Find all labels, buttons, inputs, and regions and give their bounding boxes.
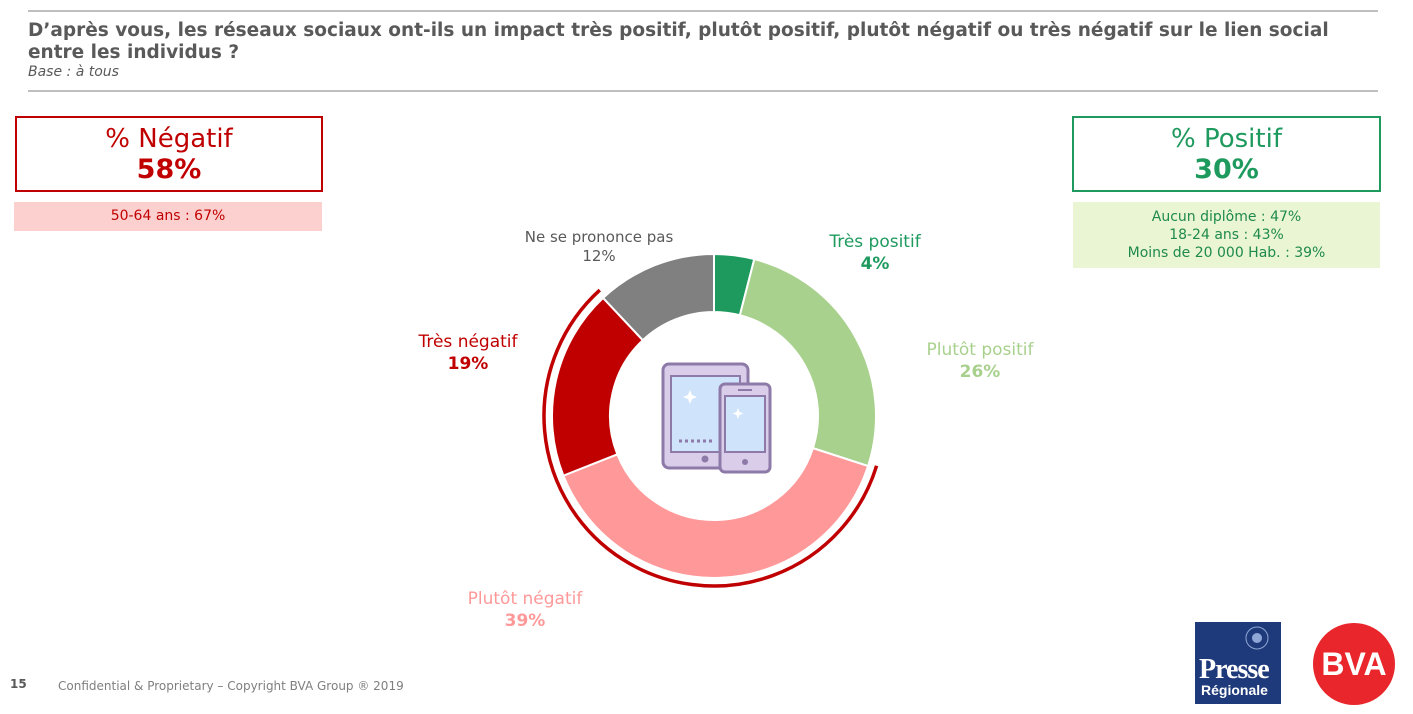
label-text: Très positif [829, 232, 921, 252]
donut-slice-3 [562, 446, 870, 579]
base-subtitle: Base : à tous [28, 64, 119, 80]
presse-word: Presse [1199, 654, 1270, 685]
donut-slices [551, 252, 877, 579]
label-plutot-positif: Plutôt positif 26% [900, 339, 1060, 383]
label-ne-se-prononce-pas: Ne se prononce pas 12% [499, 228, 699, 266]
label-plutot-negatif: Plutôt négatif 39% [440, 588, 610, 632]
label-tres-positif: Très positif 4% [800, 231, 950, 275]
presse-regionale-logo: Presse Régionale [1195, 622, 1281, 704]
positive-summary-box: % Positif 30% [1072, 116, 1381, 192]
negative-summary-box: % Négatif 58% [15, 116, 323, 192]
negative-value: 58% [136, 154, 202, 185]
label-value: 4% [860, 254, 890, 274]
positive-notes: Aucun diplôme : 47% 18-24 ans : 43% Moin… [1073, 202, 1380, 268]
page-number: 15 [10, 677, 27, 691]
copyright-text: Confidential & Proprietary – Copyright B… [58, 679, 404, 693]
negative-bracket-arc [542, 288, 879, 588]
question-title: D’après vous, les réseaux sociaux ont-il… [28, 20, 1329, 63]
positive-value: 30% [1194, 154, 1259, 185]
marianne-star-icon [1245, 626, 1269, 650]
negative-note: 50-64 ans : 67% [14, 202, 322, 231]
label-value: 19% [447, 354, 489, 374]
regionale-word: Régionale [1201, 682, 1268, 698]
header-rule [28, 90, 1378, 92]
top-rule [28, 10, 1378, 12]
label-tres-negatif: Très négatif 19% [393, 331, 543, 375]
positive-label: % Positif [1171, 124, 1282, 154]
label-text: Plutôt négatif [467, 589, 583, 609]
label-text: Ne se prononce pas [524, 228, 674, 246]
positive-note-line: Aucun diplôme : 47% [1151, 209, 1302, 225]
label-text: Très négatif [418, 332, 518, 352]
negative-label: % Négatif [105, 124, 233, 154]
bva-logo: BVA [1313, 623, 1395, 705]
donut-slice-5 [601, 252, 715, 342]
label-value: 12% [582, 247, 616, 265]
tablet-phone-icon [661, 362, 772, 474]
label-text: Plutôt positif [926, 340, 1034, 360]
label-value: 26% [959, 362, 1001, 382]
label-value: 39% [504, 611, 546, 631]
positive-note-line: Moins de 20 000 Hab. : 39% [1127, 245, 1326, 261]
positive-note-line: 18-24 ans : 43% [1169, 227, 1284, 243]
donut-slice-2 [738, 257, 877, 468]
